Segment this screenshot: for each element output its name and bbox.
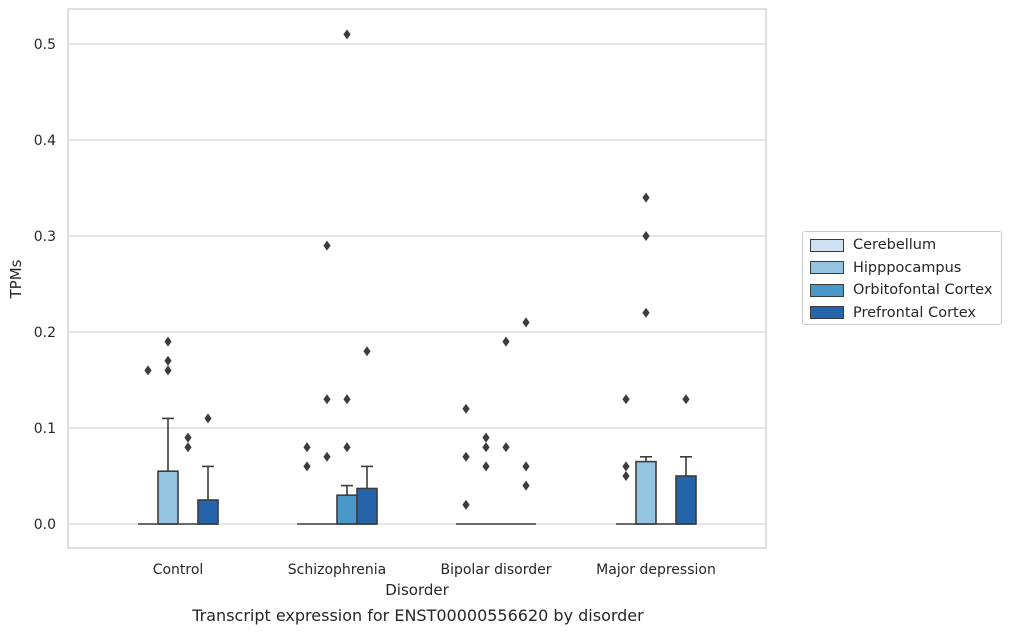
outlier-point [323,240,331,251]
outlier-point [343,29,351,40]
plot-area-frame [67,8,767,549]
box-prefrontal-cortex [197,465,219,525]
box-prefrontal-cortex [356,465,378,525]
outlier-points [144,29,690,510]
outlier-point [343,442,351,453]
outlier-point [642,231,650,241]
legend: Cerebellum Hipppocampus Orbitofontal Corte… [802,231,1002,325]
outlier-point [323,451,331,462]
outlier-point [184,432,192,443]
outlier-point [164,355,172,366]
legend-item: Prefrontal Cortex [810,303,976,323]
outlier-point [363,346,371,357]
box-rect [157,470,179,525]
box-hipppocampus [635,455,657,525]
outlier-point [642,192,650,203]
outlier-point [204,413,212,424]
outlier-point [184,442,192,453]
outlier-point [343,394,351,405]
outlier-point [622,394,630,405]
outlier-point [622,461,630,472]
legend-item: Hipppocampus [810,258,961,278]
chart-caption: Transcript expression for ENST0000055662… [192,606,644,625]
legend-swatch [810,306,844,319]
outlier-point [144,365,152,376]
y-tick-label: 0.4 [34,133,56,149]
box-rect [635,460,657,525]
outlier-point [164,365,172,376]
outlier-point [482,442,490,453]
x-axis-ticks: Control Schizophrenia Bipolar disorder Majo… [153,562,716,578]
x-tick-label: Bipolar disorder [440,562,551,578]
legend-swatch [810,283,844,297]
x-tick-label: Schizophrenia [288,562,386,578]
outlier-point [323,394,331,405]
y-axis-title: TPMs [7,259,25,299]
outlier-point [522,480,530,491]
gridlines [68,43,766,525]
legend-label: Cerebellum [853,237,937,253]
outlier-point [164,336,172,347]
outlier-point [462,451,470,462]
y-tick-label: 0.0 [34,517,56,533]
y-tick-label: 0.1 [34,421,56,437]
outlier-point [303,461,311,472]
outlier-point [682,394,690,405]
outlier-point [522,317,530,328]
y-tick-label: 0.3 [34,229,56,245]
legend-label: Prefrontal Cortex [853,304,976,321]
x-axis-title: Disorder [385,581,449,599]
legend-label: Orbitofontal Cortex [853,282,993,298]
boxes [138,417,697,525]
legend-swatch [810,238,844,252]
outlier-point [622,471,630,481]
outlier-point [482,461,490,472]
legend-item: Cerebellum [810,235,936,255]
legend-swatch [810,261,844,274]
outlier-point [522,461,530,472]
outlier-point [462,403,470,414]
box-rect [356,487,378,525]
y-tick-label: 0.2 [34,325,56,341]
y-axis-ticks: 0.0 0.1 0.2 0.3 0.4 0.5 [34,37,56,533]
outlier-point [462,499,470,510]
box-rect [336,494,358,525]
y-tick-label: 0.5 [34,37,56,53]
outlier-point [642,307,650,318]
box-hipppocampus [157,417,179,525]
x-tick-label: Major depression [596,562,716,578]
outlier-point [502,336,510,347]
box-rect [197,499,219,525]
outlier-point [303,442,311,453]
legend-item: Orbitofontal Cortex [810,280,992,300]
x-tick-label: Control [153,562,204,578]
legend-label: Hipppocampus [853,259,962,276]
outlier-point [502,442,510,453]
box-prefrontal-cortex [675,455,697,525]
box-orbitofontal-cortex [336,484,358,525]
outlier-point [482,432,490,443]
box-rect [675,475,697,525]
